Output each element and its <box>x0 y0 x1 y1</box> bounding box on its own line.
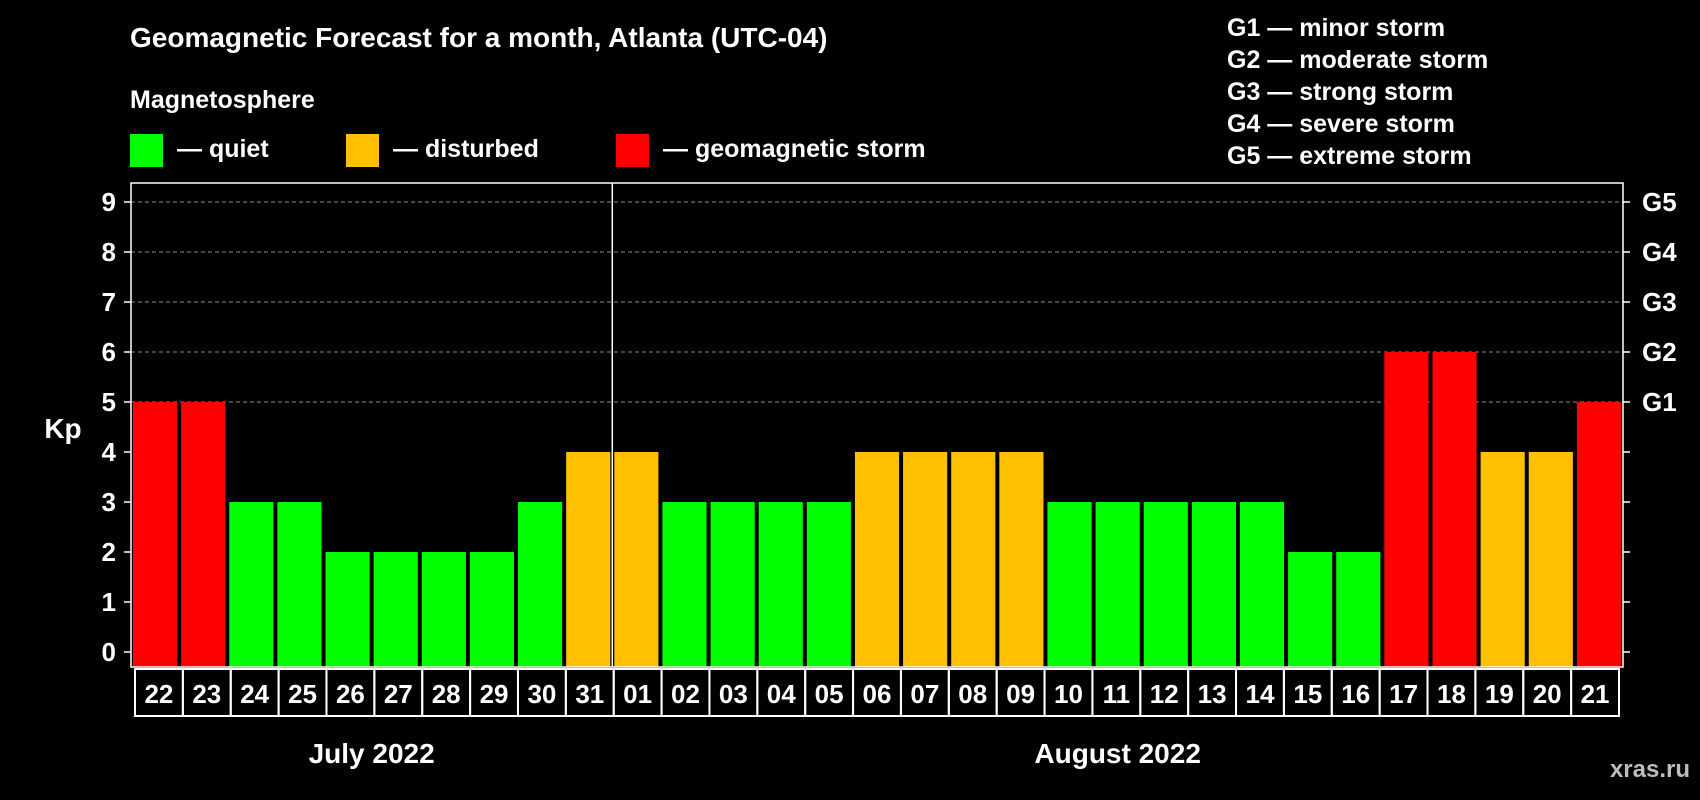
bar <box>662 502 707 667</box>
month-label: July 2022 <box>309 738 435 769</box>
legend-label-storm: — geomagnetic storm <box>663 135 926 163</box>
legend-swatch-disturbed <box>346 134 379 167</box>
magnetosphere-legend-title: Magnetosphere <box>130 86 315 114</box>
bar <box>1480 452 1525 667</box>
g-scale-g2: G2 — moderate storm <box>1227 46 1489 74</box>
bar <box>758 502 803 667</box>
y-tick-label: 4 <box>102 437 117 467</box>
bar <box>181 402 226 667</box>
date-label: 07 <box>910 679 939 709</box>
date-label: 31 <box>575 679 604 709</box>
bar <box>325 552 370 667</box>
y-tick-label: 3 <box>102 487 116 517</box>
bar <box>469 552 515 667</box>
bar <box>854 452 900 667</box>
bar <box>1143 502 1188 667</box>
date-label: 06 <box>863 679 892 709</box>
bar <box>999 452 1044 667</box>
g-axis-label: G3 <box>1642 287 1677 317</box>
chart-title: Geomagnetic Forecast for a month, Atlant… <box>130 22 828 53</box>
bar <box>951 452 996 667</box>
watermark: xras.ru <box>1609 756 1690 783</box>
g-scale-g5: G5 — extreme storm <box>1227 142 1472 170</box>
bar <box>1336 552 1381 667</box>
g-axis-label: G2 <box>1642 337 1677 367</box>
date-label: 04 <box>767 679 796 709</box>
g-scale-g1: G1 — minor storm <box>1227 14 1446 42</box>
y-tick-label: 0 <box>102 637 116 667</box>
bar <box>1095 502 1140 667</box>
bar <box>1432 352 1477 667</box>
bar <box>277 502 322 667</box>
date-label: 03 <box>719 679 748 709</box>
bar <box>133 402 178 667</box>
plot-frame <box>130 182 1624 668</box>
bar <box>1288 552 1333 667</box>
legend-label-quiet: — quiet <box>177 135 269 163</box>
date-label: 27 <box>384 679 413 709</box>
month-label: August 2022 <box>1034 738 1201 769</box>
date-label: 25 <box>288 679 317 709</box>
bar <box>903 452 948 667</box>
date-label: 14 <box>1246 679 1275 709</box>
y-tick-label: 6 <box>102 337 116 367</box>
date-label: 10 <box>1054 679 1083 709</box>
bar <box>710 502 755 667</box>
date-label: 11 <box>1103 679 1131 709</box>
bar <box>518 502 563 667</box>
legend-label-disturbed: — disturbed <box>393 135 539 163</box>
date-label: 28 <box>432 679 461 709</box>
y-tick-label: 8 <box>102 237 116 267</box>
date-label: 23 <box>192 679 221 709</box>
g-axis-label: G1 <box>1642 387 1677 417</box>
date-label: 13 <box>1198 679 1227 709</box>
bar <box>1239 502 1285 667</box>
bar <box>1528 452 1573 667</box>
date-label: 08 <box>958 679 987 709</box>
bar <box>1047 502 1092 667</box>
y-tick-label: 9 <box>102 187 116 217</box>
bar <box>421 552 466 667</box>
date-label: 29 <box>480 679 509 709</box>
date-label: 21 <box>1581 679 1610 709</box>
date-label: 22 <box>144 679 173 709</box>
date-label: 24 <box>240 679 269 709</box>
y-tick-label: 2 <box>102 537 116 567</box>
date-label: 16 <box>1341 679 1370 709</box>
date-label: 30 <box>527 679 556 709</box>
bar <box>566 452 611 667</box>
g-axis-label: G5 <box>1642 187 1677 217</box>
date-label: 20 <box>1533 679 1562 709</box>
date-label: 09 <box>1006 679 1035 709</box>
date-label: 02 <box>671 679 700 709</box>
y-tick-label: 5 <box>102 387 116 417</box>
g-scale-g4: G4 — severe storm <box>1227 110 1455 138</box>
date-label: 17 <box>1389 679 1418 709</box>
date-cell <box>1570 668 1620 717</box>
bar <box>1576 402 1621 667</box>
legend-swatch-quiet <box>130 134 163 167</box>
g-scale-g3: G3 — strong storm <box>1227 78 1454 106</box>
date-label: 05 <box>815 679 844 709</box>
bar <box>229 502 274 667</box>
bar <box>1191 502 1236 667</box>
bar <box>373 552 418 667</box>
date-label: 01 <box>623 679 652 709</box>
bar <box>806 502 851 667</box>
date-label: 15 <box>1293 679 1322 709</box>
date-label: 18 <box>1437 679 1466 709</box>
bar <box>614 452 659 667</box>
g-axis-label: G4 <box>1642 237 1677 267</box>
bar <box>1384 352 1429 667</box>
y-axis-label: Kp <box>44 413 81 444</box>
date-label: 26 <box>336 679 365 709</box>
date-label: 19 <box>1485 679 1514 709</box>
date-label: 12 <box>1150 679 1179 709</box>
y-tick-label: 7 <box>102 287 116 317</box>
y-tick-label: 1 <box>102 587 116 617</box>
legend-swatch-storm <box>616 134 649 167</box>
